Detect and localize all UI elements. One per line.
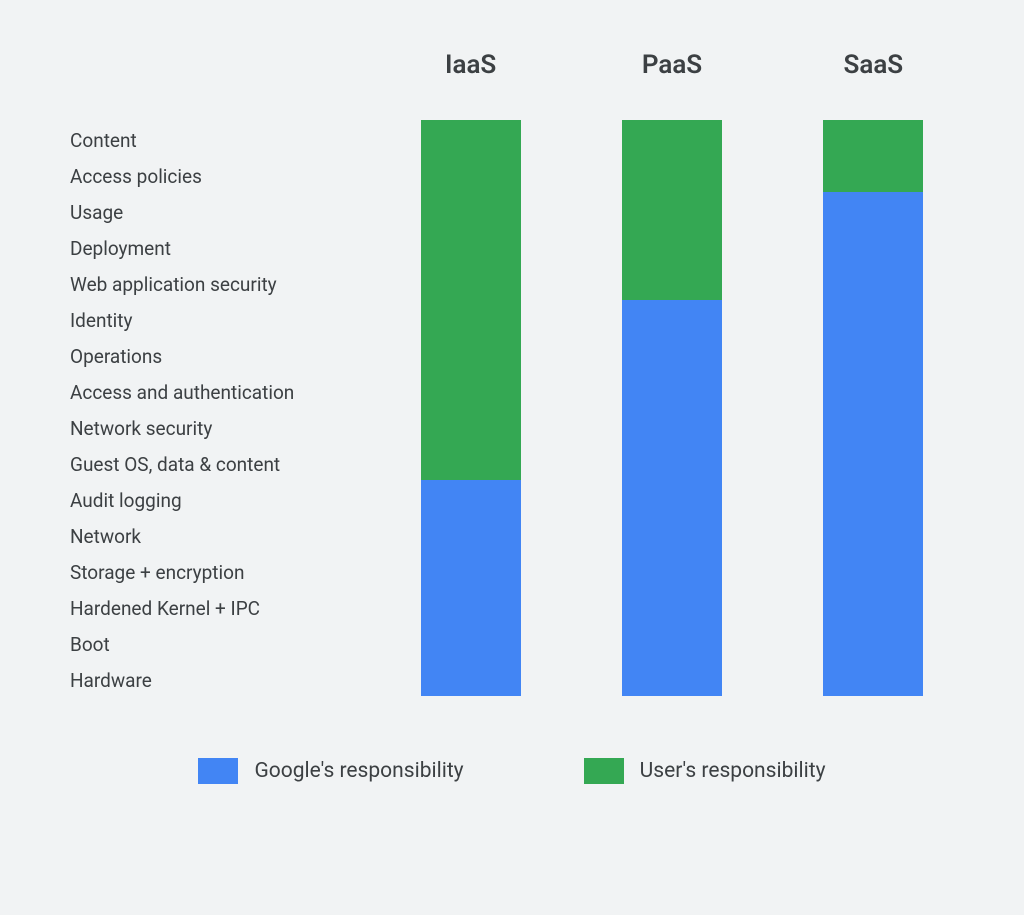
- bar-saas: [823, 120, 923, 696]
- column-header: IaaS: [390, 50, 551, 120]
- bar-segment-user: [622, 120, 722, 300]
- row-label: Identity: [70, 302, 350, 338]
- row-label: Operations: [70, 338, 350, 374]
- row-label: Boot: [70, 626, 350, 662]
- row-label: Network security: [70, 410, 350, 446]
- bar-iaas: [421, 120, 521, 696]
- legend: Google's responsibility User's responsib…: [30, 758, 994, 784]
- column-title-iaas: IaaS: [445, 50, 496, 80]
- bar-paas: [622, 120, 722, 696]
- row-label: Content: [70, 122, 350, 158]
- row-label: Deployment: [70, 230, 350, 266]
- row-label: Usage: [70, 194, 350, 230]
- bar-segment-user: [421, 120, 521, 480]
- row-label: Access policies: [70, 158, 350, 194]
- bar-segment-google: [823, 192, 923, 696]
- bar-segment-user: [823, 120, 923, 192]
- column-header: SaaS: [793, 50, 954, 120]
- legend-item-user: User's responsibility: [584, 758, 826, 784]
- legend-label-google: Google's responsibility: [254, 759, 463, 783]
- row-label: Network: [70, 518, 350, 554]
- bar-column-iaas: [390, 120, 551, 698]
- column-title-saas: SaaS: [843, 50, 903, 80]
- bar-segment-google: [421, 480, 521, 696]
- row-label: Storage + encryption: [70, 554, 350, 590]
- row-label: Web application security: [70, 266, 350, 302]
- legend-swatch-google: [198, 758, 238, 784]
- row-label: Access and authentication: [70, 374, 350, 410]
- bar-column-paas: [591, 120, 752, 698]
- chart-grid: IaaS PaaS SaaS ContentAccess policiesUsa…: [30, 30, 994, 698]
- column-title-paas: PaaS: [642, 50, 702, 80]
- bar-column-saas: [793, 120, 954, 698]
- legend-item-google: Google's responsibility: [198, 758, 463, 784]
- row-label: Hardware: [70, 662, 350, 698]
- row-label: Audit logging: [70, 482, 350, 518]
- responsibility-chart: IaaS PaaS SaaS ContentAccess policiesUsa…: [30, 30, 994, 885]
- row-labels: ContentAccess policiesUsageDeploymentWeb…: [70, 120, 350, 698]
- legend-swatch-user: [584, 758, 624, 784]
- column-header: PaaS: [591, 50, 752, 120]
- bar-segment-google: [622, 300, 722, 696]
- legend-label-user: User's responsibility: [640, 759, 826, 783]
- row-label: Guest OS, data & content: [70, 446, 350, 482]
- row-label: Hardened Kernel + IPC: [70, 590, 350, 626]
